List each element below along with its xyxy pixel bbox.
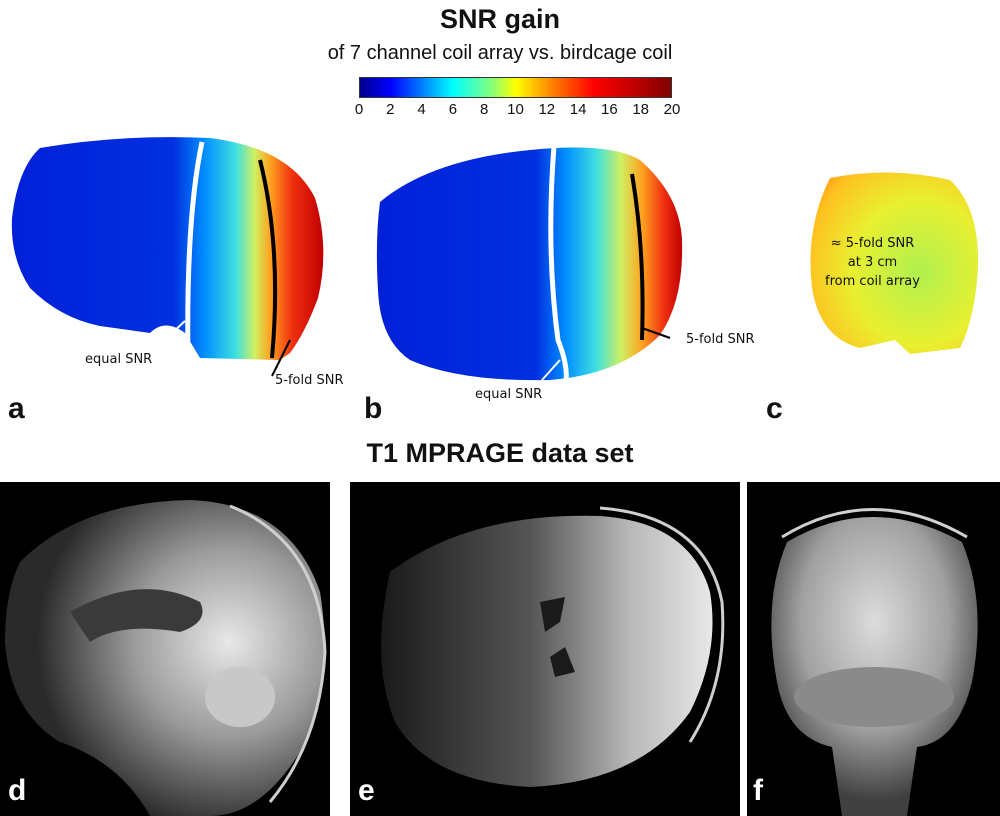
- panel-d-mri-image: d: [0, 482, 330, 816]
- colorbar-tick-label: 10: [507, 101, 524, 118]
- panel-c-note: ≈ 5-fold SNR at 3 cm from coil array: [800, 234, 945, 291]
- colorbar: [359, 77, 672, 98]
- panel-a-fivefold-snr-label: 5-fold SNR: [275, 373, 344, 388]
- panel-b-letter: b: [364, 392, 383, 425]
- colorbar-tick-label: 18: [632, 101, 650, 118]
- colorbar-tick-label: 6: [448, 101, 458, 118]
- colorbar-tick-label: 14: [569, 101, 587, 118]
- colorbar-tick-label: 8: [480, 101, 489, 118]
- panel-a-snr-map: [11, 137, 324, 377]
- panel-a-letter: a: [8, 392, 25, 425]
- panel-c-note-line3: from coil array: [825, 274, 920, 289]
- panel-b-fivefold-snr-label: 5-fold SNR: [686, 332, 755, 347]
- colorbar-tick-label: 4: [417, 101, 426, 118]
- panel-f-letter: f: [753, 774, 763, 807]
- panel-b-equal-snr-label: equal SNR: [475, 387, 543, 402]
- panel-c-letter: c: [766, 392, 783, 425]
- colorbar-tick-label: 12: [538, 101, 556, 118]
- section-title-t1-mprage: T1 MPRAGE data set: [366, 438, 634, 468]
- panel-b-snr-map: [376, 145, 683, 383]
- panel-c-snr-map: [810, 172, 979, 354]
- panel-f-mri-image: f: [747, 482, 1000, 816]
- panel-a-equal-snr-label: equal SNR: [85, 352, 153, 367]
- panel-e-letter: e: [358, 774, 375, 807]
- panel-d-letter: d: [8, 774, 27, 807]
- panel-c-note-line2: at 3 cm: [847, 255, 898, 270]
- panel-e-mri-image: e: [350, 482, 740, 816]
- panel-c-note-line1: ≈ 5-fold SNR: [830, 236, 915, 251]
- colorbar-tick-label: 20: [663, 101, 681, 118]
- colorbar-tick-label: 0: [354, 101, 364, 118]
- figure-title: SNR gain: [439, 4, 560, 34]
- colorbar-tick-label: 16: [601, 101, 618, 118]
- colorbar-tick-label: 2: [386, 101, 395, 118]
- figure-subtitle: of 7 channel coil array vs. birdcage coi…: [327, 42, 673, 64]
